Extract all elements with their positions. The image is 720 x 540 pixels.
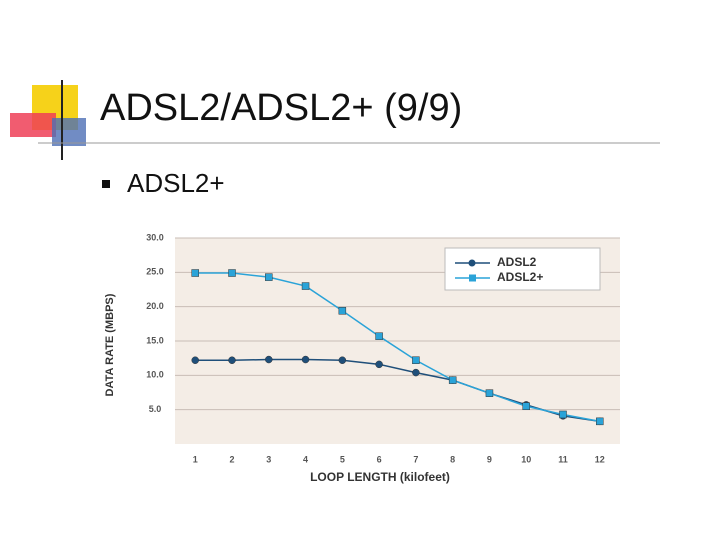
legend-box	[444, 247, 601, 291]
x-tick-label: 12	[595, 454, 605, 464]
slide-title: ADSL2/ADSL2+ (9/9)	[100, 87, 462, 129]
y-tick-label: 10.0	[146, 370, 164, 380]
data-point	[485, 389, 494, 397]
x-tick-label: 9	[487, 454, 492, 464]
x-tick-label: 5	[340, 454, 345, 464]
x-tick-label: 4	[303, 454, 308, 464]
data-point	[301, 355, 310, 364]
data-point	[596, 417, 604, 426]
y-tick-label: 15.0	[146, 335, 164, 345]
x-tick-label: 11	[558, 454, 568, 464]
legend-marker	[469, 274, 476, 282]
data-point	[191, 356, 199, 364]
x-tick-label: 6	[377, 454, 382, 464]
data-point	[522, 402, 530, 410]
data-point	[228, 356, 236, 364]
data-point	[265, 273, 273, 281]
data-point	[191, 269, 199, 277]
bullet-text: ADSL2+	[127, 168, 225, 198]
y-tick-label: 5.0	[149, 404, 162, 414]
series-line	[195, 358, 600, 423]
bullet-marker	[102, 180, 110, 188]
x-tick-label: 3	[266, 454, 271, 464]
x-tick-label: 8	[450, 454, 455, 464]
y-tick-label: 20.0	[146, 301, 164, 311]
data-point	[338, 356, 347, 364]
data-point	[412, 368, 420, 377]
x-axis-label: LOOP LENGTH (kilofeet)	[310, 470, 450, 484]
series-line	[195, 272, 600, 423]
x-tick-label: 2	[229, 454, 234, 464]
data-point	[448, 376, 457, 384]
x-tick-label: 7	[413, 454, 418, 464]
x-tick-label: 10	[521, 454, 531, 464]
legend-label: ADSL2+	[497, 270, 543, 284]
data-point	[265, 355, 273, 364]
y-tick-label: 30.0	[146, 232, 164, 242]
data-point	[412, 356, 420, 364]
y-axis-label: DATA RATE (MBPS)	[104, 293, 116, 396]
data-point	[228, 269, 236, 277]
decor-red	[10, 113, 56, 137]
data-point	[301, 282, 310, 290]
data-point	[559, 410, 567, 419]
y-tick-label: 25.0	[146, 267, 164, 277]
data-point	[375, 332, 383, 340]
data-point	[375, 360, 383, 369]
legend-marker	[468, 259, 476, 267]
x-tick-label: 1	[193, 454, 198, 464]
decor-blue	[52, 118, 86, 146]
legend-label: ADSL2	[497, 255, 537, 269]
data-point	[338, 307, 347, 315]
